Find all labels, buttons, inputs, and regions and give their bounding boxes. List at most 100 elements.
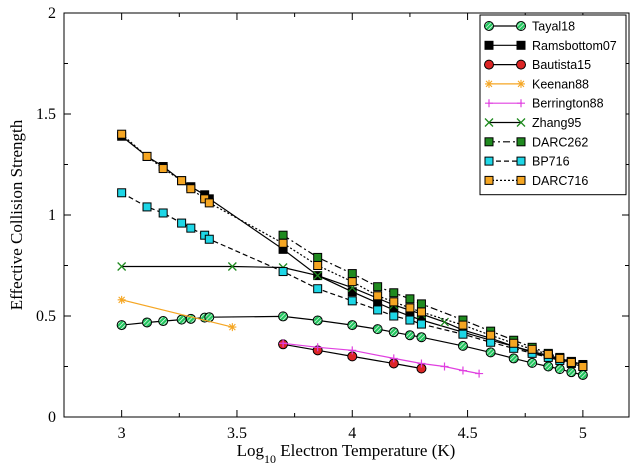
legend-marker-zhang95 [516,118,526,127]
data-point-bp716 [389,311,399,321]
legend-label-berrington88: Berrington88 [532,97,604,111]
data-point-darc262 [389,288,399,298]
legend-marker-bautista15 [516,59,526,70]
series-line-berrington88 [283,342,480,375]
legend-label-darc262: DARC262 [532,135,588,149]
data-point-tayal18 [388,327,399,338]
data-point-tayal18 [566,367,577,378]
data-point-bp716 [458,329,468,339]
data-point-darc262 [347,269,357,279]
data-point-darc716 [458,320,468,330]
data-point-bp716 [177,218,187,228]
data-point-darc716 [278,238,288,248]
legend-marker-darc262 [484,137,494,147]
data-point-tayal18 [543,361,554,372]
legend: Tayal18 Ramsbottom07 Bautista15 Keenan88 Ber… [479,14,627,196]
data-point-berrington88 [389,354,398,363]
legend-marker-berrington88 [485,99,493,108]
x-axis-title-post: Electron Temperature (K) [276,441,455,460]
data-point-bp716 [416,319,426,329]
data-point-tayal18 [142,317,153,328]
data-point-darc262 [373,282,383,292]
data-point-darc716 [416,307,426,317]
series-line-ramsbottom07 [121,135,584,366]
series-layer [116,129,588,380]
data-point-tayal18 [527,357,538,368]
x-axis-title: Log10 Electron Temperature (K) [237,441,456,466]
data-point-darc716 [313,261,323,270]
data-point-tayal18 [508,353,519,364]
legend-marker-zhang95 [484,118,494,127]
data-point-darc262 [405,294,415,304]
data-point-tayal18 [347,320,358,331]
data-point-tayal18 [577,369,588,380]
data-point-darc716 [158,164,168,174]
x-tick-label: 5 [579,425,587,442]
x-tick-label: 3 [118,425,126,442]
data-point-darc716 [373,291,383,301]
data-point-keenan88 [117,295,126,304]
legend-label-ramsbottom07: Ramsbottom07 [532,39,617,53]
data-point-berrington88 [279,339,288,348]
legend-label-zhang95: Zhang95 [532,116,581,130]
series-darc716 [117,129,588,371]
data-point-darc716 [186,184,196,194]
legend-label-bp716: BP716 [532,155,570,169]
data-point-keenan88 [228,323,237,332]
data-point-darc716 [578,362,588,371]
x-tick-label: 3.5 [227,425,247,442]
data-point-darc716 [204,198,214,208]
data-point-tayal18 [485,347,496,358]
y-tick-label: 1 [48,207,56,224]
data-point-darc716 [543,349,553,359]
legend-marker-tayal18 [484,21,494,31]
legend-marker-keenan88 [517,79,525,88]
data-point-zhang95 [117,262,127,271]
series-line-keenan88 [121,299,233,328]
y-axis-title: Effective Collision Strength [7,119,26,310]
data-point-tayal18 [176,314,187,325]
series-tayal18 [116,311,588,380]
data-point-darc262 [313,252,323,262]
data-point-darc716 [117,129,127,139]
data-point-berrington88 [348,346,357,355]
data-point-darc716 [177,176,187,186]
data-point-darc716 [142,151,152,161]
legend-marker-berrington88 [517,99,525,108]
data-point-darc716 [527,344,537,354]
data-point-tayal18 [278,311,289,322]
data-point-bp716 [204,234,214,244]
data-point-darc716 [509,338,519,348]
x-tick-label: 4.5 [458,425,478,442]
y-tick-label: 1.5 [36,106,56,123]
y-tick-label: 2 [48,5,56,22]
data-point-bp716 [117,188,127,198]
legend-marker-darc262 [516,137,526,147]
legend-marker-bp716 [484,156,494,166]
series-berrington88 [279,339,484,378]
legend-marker-keenan88 [485,79,493,88]
data-point-darc262 [278,230,288,240]
x-axis-title-sub: 10 [264,452,276,466]
data-point-bp716 [278,267,288,277]
data-point-tayal18 [116,320,127,331]
data-point-tayal18 [312,315,323,326]
data-point-tayal18 [158,316,169,327]
legend-marker-darc716 [516,175,526,185]
data-point-bp716 [142,202,152,212]
series-keenan88 [117,295,237,332]
y-tick-label: 0.5 [36,308,56,325]
legend-marker-bautista15 [484,59,494,70]
legend-label-tayal18: Tayal18 [532,20,575,34]
y-tick-label: 0 [48,409,56,426]
data-point-bp716 [405,315,415,325]
data-point-berrington88 [440,362,449,371]
series-line-darc716 [121,133,584,368]
data-point-zhang95 [227,262,237,271]
data-point-tayal18 [416,332,427,343]
data-point-berrington88 [417,359,426,368]
data-point-darc716 [347,277,357,287]
legend-label-keenan88: Keenan88 [532,77,589,91]
data-point-bp716 [186,223,196,233]
